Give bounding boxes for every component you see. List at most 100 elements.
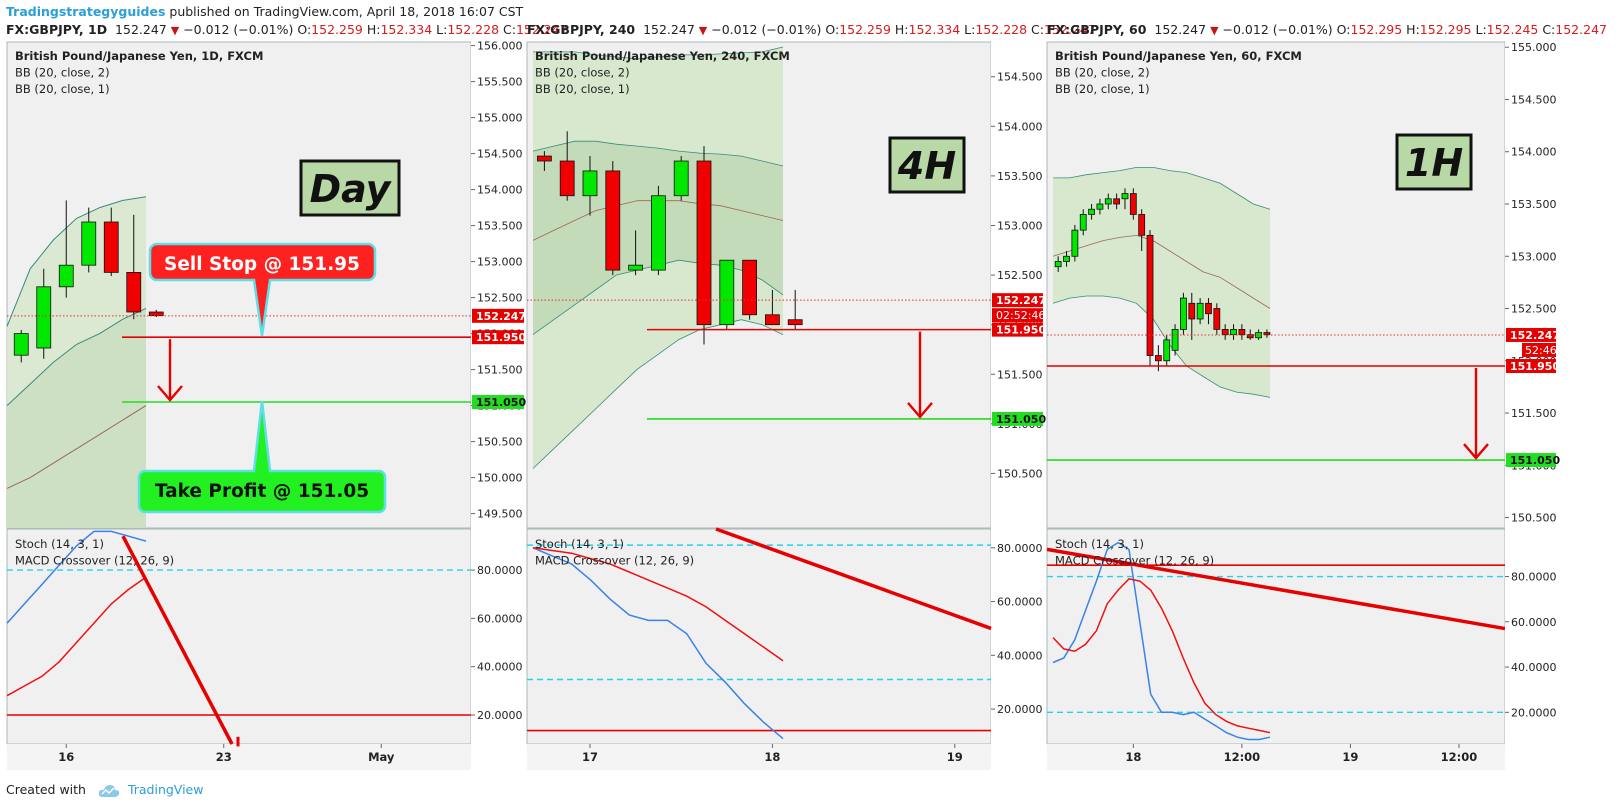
tradingview-link[interactable]: TradingView bbox=[127, 782, 204, 797]
candle bbox=[1146, 234, 1154, 356]
stoch-line bbox=[532, 547, 784, 740]
timeframe-box bbox=[1395, 133, 1473, 191]
osc-legend-line: MACD Crossover (12, 26, 9) bbox=[15, 554, 174, 568]
price-tick-label: 152.500 bbox=[477, 292, 523, 305]
price-tick-label: 153.000 bbox=[997, 219, 1043, 232]
price-tick-label: 153.000 bbox=[1511, 250, 1557, 263]
price-axis bbox=[471, 42, 524, 744]
legend-line: British Pound/Japanese Yen, 1D, FXCM bbox=[15, 49, 263, 63]
chart-header: Tradingstrategyguides published on Tradi… bbox=[0, 0, 1624, 40]
bollinger-upper bbox=[533, 46, 784, 60]
bollinger-fill bbox=[1053, 167, 1270, 398]
candle bbox=[559, 160, 575, 197]
candle bbox=[1054, 261, 1062, 268]
time-tick-label: 17 bbox=[582, 750, 598, 764]
quote-high: 152.334 bbox=[380, 22, 433, 37]
quote-high: 152.295 bbox=[1419, 22, 1472, 37]
last-price-tag: 152.247 bbox=[476, 310, 526, 323]
quote-low: 152.228 bbox=[447, 22, 500, 37]
candle bbox=[1063, 255, 1070, 262]
osc-tick-label: 40.0000 bbox=[997, 649, 1043, 662]
candle bbox=[605, 170, 621, 271]
bollinger-basis bbox=[1052, 234, 1271, 309]
quote-close: 152.247 bbox=[1043, 22, 1096, 37]
candle bbox=[1113, 198, 1121, 205]
candle bbox=[1188, 302, 1196, 320]
trend-line bbox=[1046, 547, 1506, 631]
down-triangle-icon: ▼ bbox=[698, 24, 708, 37]
publish-line: Tradingstrategyguides published on Tradi… bbox=[6, 4, 523, 19]
stoch-line bbox=[1052, 541, 1271, 741]
quote-line-1d: FX:GBPJPY, 1D 152.247 ▼ −0.012 (−0.01%) … bbox=[6, 22, 568, 37]
down-triangle-icon: ▼ bbox=[1210, 24, 1219, 37]
price-tick-label: 155.000 bbox=[477, 112, 523, 125]
brand-link[interactable]: Tradingstrategyguides bbox=[6, 4, 166, 19]
price-tick-label: 156.000 bbox=[477, 40, 523, 53]
candle bbox=[719, 259, 735, 326]
sell-stop-tag-bg bbox=[472, 330, 524, 345]
quote-symbol: FX:GBPJPY, 60 bbox=[1047, 22, 1147, 37]
price-tick-label: 150.500 bbox=[1511, 512, 1557, 525]
candle bbox=[628, 264, 643, 271]
macd-line bbox=[1052, 577, 1271, 734]
quote-open: 152.295 bbox=[1350, 22, 1403, 37]
osc-tick-label: 20.0000 bbox=[1511, 706, 1557, 719]
last-price-tag-bg bbox=[472, 308, 524, 323]
countdown-bg bbox=[1522, 342, 1556, 357]
candle bbox=[1138, 214, 1146, 236]
legend-line: BB (20, close, 2) bbox=[1055, 66, 1150, 80]
bollinger-upper bbox=[1053, 166, 1271, 210]
bollinger-lower bbox=[6, 307, 147, 406]
panel-1d: 156.000 155.500 155.000 154.500 154.000 153.5… bbox=[6, 40, 526, 770]
trend-line bbox=[715, 527, 992, 631]
time-tick-label: 18 bbox=[1125, 750, 1141, 764]
sell-stop-tag: 151.950 bbox=[996, 324, 1046, 337]
candle bbox=[1129, 193, 1137, 215]
quote-open: 152.259 bbox=[839, 22, 891, 37]
osc-legend-line: MACD Crossover (12, 26, 9) bbox=[1055, 554, 1214, 568]
candle bbox=[13, 333, 29, 356]
legend-line: BB (20, close, 1) bbox=[535, 82, 630, 96]
panel-60: 155.000 154.500 154.000 153.500 153.000 152.5… bbox=[1046, 41, 1560, 770]
time-tick-label: 12:00 bbox=[1441, 750, 1478, 764]
candle bbox=[1263, 332, 1271, 336]
price-tick-label: 151.500 bbox=[1511, 407, 1557, 420]
osc-legend-line: Stoch (14, 3, 1) bbox=[535, 537, 624, 551]
bollinger-inner-fill bbox=[7, 308, 146, 528]
bollinger-upper bbox=[6, 196, 147, 327]
candle bbox=[537, 155, 552, 162]
quote-close: 152.247 bbox=[1555, 22, 1607, 37]
candle bbox=[1180, 297, 1187, 330]
take-profit-tag-bg bbox=[1506, 453, 1556, 468]
candle bbox=[148, 311, 164, 316]
time-axis bbox=[1047, 744, 1505, 770]
stoch-line bbox=[6, 530, 147, 624]
countdown-label: 02:52:46 bbox=[996, 309, 1045, 322]
legend-line: BB (20, close, 2) bbox=[535, 66, 630, 80]
osc-tick-label: 20.0000 bbox=[997, 703, 1043, 716]
bollinger-lower bbox=[1052, 295, 1271, 398]
charts-canvas[interactable]: 156.000 155.500 155.000 154.500 154.000 153.5… bbox=[0, 38, 1624, 780]
sell-stop-tag: 151.950 bbox=[476, 331, 526, 344]
price-tick-label: 154.500 bbox=[997, 71, 1043, 84]
timeframe-label: 1H bbox=[1405, 141, 1463, 185]
candle bbox=[1121, 193, 1129, 200]
legend-line: British Pound/Japanese Yen, 60, FXCM bbox=[1055, 49, 1302, 63]
candle bbox=[1205, 302, 1212, 315]
time-tick-label: 19 bbox=[947, 750, 963, 764]
candle bbox=[1196, 302, 1204, 320]
sell-stop-tag-bg bbox=[1506, 359, 1556, 373]
publish-info: published on TradingView.com, April 18, … bbox=[169, 4, 524, 19]
take-profit-callout bbox=[137, 400, 387, 514]
price-tick-label: 153.000 bbox=[477, 256, 523, 269]
price-tick-label: 152.500 bbox=[1511, 303, 1557, 316]
sell-stop-tag-bg bbox=[992, 322, 1043, 337]
time-tick-label: 18 bbox=[764, 750, 780, 764]
osc-tick-label: 80.0000 bbox=[1511, 571, 1557, 584]
take-profit-tag: 151.050 bbox=[476, 396, 526, 409]
timeframe-box bbox=[888, 136, 966, 194]
last-price-tag: 152.247 bbox=[996, 294, 1046, 307]
time-tick-label: 16 bbox=[58, 750, 74, 764]
legend-line: BB (20, close, 1) bbox=[1055, 82, 1150, 96]
quote-change: −0.012 (−0.01%) bbox=[711, 22, 822, 37]
